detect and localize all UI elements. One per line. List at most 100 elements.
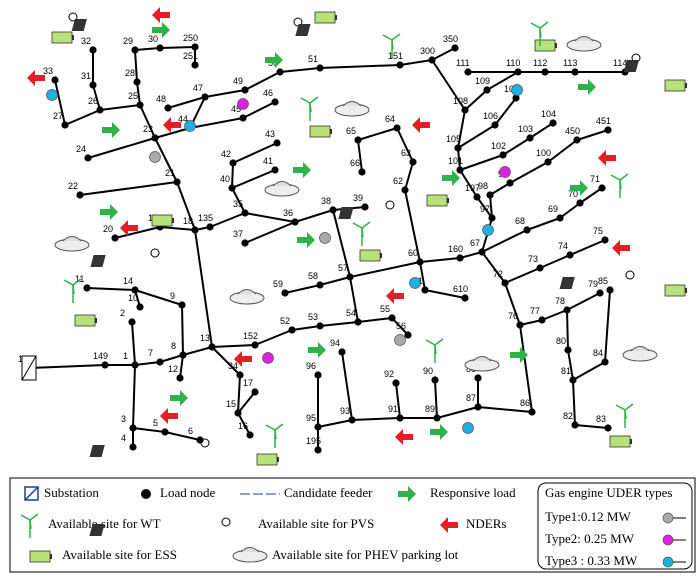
- legend-text: Available site for WT: [48, 516, 161, 531]
- node-label: 6: [188, 426, 193, 436]
- gas-engine: [499, 166, 511, 178]
- pvs: [71, 19, 87, 31]
- node-label: 67: [470, 238, 480, 248]
- ess: [555, 43, 557, 48]
- ess: [685, 83, 687, 88]
- load-node: [156, 44, 164, 52]
- load-node: [563, 306, 571, 314]
- feeder: [431, 47, 456, 61]
- node-label: 12: [168, 364, 178, 374]
- node-label: 112: [533, 58, 547, 68]
- nder: [163, 117, 181, 133]
- ess: [29, 550, 51, 563]
- node-label: 151: [388, 51, 403, 61]
- load-node: [461, 294, 469, 302]
- load-node: [271, 98, 279, 106]
- load-node: [84, 154, 92, 162]
- load-node: [451, 44, 459, 52]
- node-label: 37: [233, 229, 243, 239]
- node-label: 60: [408, 248, 418, 258]
- load-node: [83, 284, 91, 292]
- ess: [685, 288, 687, 293]
- feeder: [176, 181, 196, 231]
- feeder: [204, 89, 246, 98]
- load-node: [316, 322, 324, 330]
- gas-engine: [462, 422, 474, 434]
- legend-text: Load node: [160, 485, 215, 500]
- load-node: [601, 236, 609, 244]
- node-label: 68: [515, 216, 525, 226]
- node-label: 451: [596, 116, 611, 126]
- node-label: 4: [121, 433, 126, 443]
- feeder: [541, 309, 568, 321]
- ess: [664, 284, 686, 297]
- node-label: 17: [243, 378, 253, 388]
- node-label: 152: [243, 331, 258, 341]
- pvs: [559, 277, 575, 289]
- load-node: [128, 318, 136, 326]
- load-node: [89, 81, 97, 89]
- feeder: [579, 187, 603, 204]
- load-node: [348, 416, 356, 424]
- load-node: [404, 331, 412, 339]
- node-label: 23: [143, 124, 153, 134]
- load-node: [151, 134, 159, 142]
- node-label: 25: [128, 91, 138, 101]
- feeder: [481, 229, 528, 253]
- node-label: 86: [520, 398, 530, 408]
- node-label: 110: [506, 58, 520, 68]
- feeder: [349, 261, 421, 278]
- feeder: [419, 257, 461, 263]
- phev: [237, 289, 257, 295]
- node-label: 80: [556, 336, 566, 346]
- load-node: [234, 409, 242, 417]
- responsive-load: [510, 347, 528, 363]
- node-label: 91: [388, 404, 398, 414]
- node-label: 18: [183, 216, 193, 226]
- load-node: [51, 76, 59, 84]
- load-node: [396, 414, 404, 422]
- load-node: [329, 206, 337, 214]
- gas-engine: [394, 334, 406, 346]
- wt: [20, 513, 39, 530]
- load-node: [473, 193, 481, 201]
- feeder: [431, 59, 466, 111]
- feeder: [486, 71, 519, 91]
- ess: [309, 125, 331, 138]
- node-label: 103: [518, 124, 533, 134]
- load-node: [361, 203, 369, 211]
- node-label: 41: [263, 156, 273, 166]
- responsive-load: [152, 22, 170, 38]
- feeder: [211, 344, 256, 348]
- load-node: [598, 184, 606, 192]
- feeder: [539, 254, 571, 269]
- load-node: [401, 186, 409, 194]
- feeder: [182, 346, 213, 356]
- node-label: 102: [491, 141, 506, 151]
- load-node: [506, 179, 514, 187]
- nder: [27, 70, 45, 86]
- load-node: [556, 214, 564, 222]
- feeder: [459, 251, 483, 259]
- load-node: [569, 376, 577, 384]
- load-node: [354, 318, 362, 326]
- feeder: [481, 251, 506, 284]
- ess: [50, 554, 52, 559]
- feeder: [566, 292, 601, 311]
- feeder: [92, 84, 101, 111]
- feeder: [434, 379, 438, 419]
- feeder: [357, 127, 398, 141]
- load-node: [131, 361, 139, 369]
- node-label: 85: [598, 276, 608, 286]
- node-label: 73: [528, 254, 538, 264]
- feeder: [317, 419, 353, 428]
- load-node: [346, 273, 354, 281]
- node-label: 71: [590, 174, 600, 184]
- node-label: 42: [221, 149, 231, 159]
- ess: [72, 35, 74, 40]
- feeder: [424, 289, 466, 299]
- node-label: 2: [120, 308, 125, 318]
- node-label: 57: [338, 263, 348, 273]
- nder: [395, 429, 413, 445]
- node-label: 39: [353, 193, 363, 203]
